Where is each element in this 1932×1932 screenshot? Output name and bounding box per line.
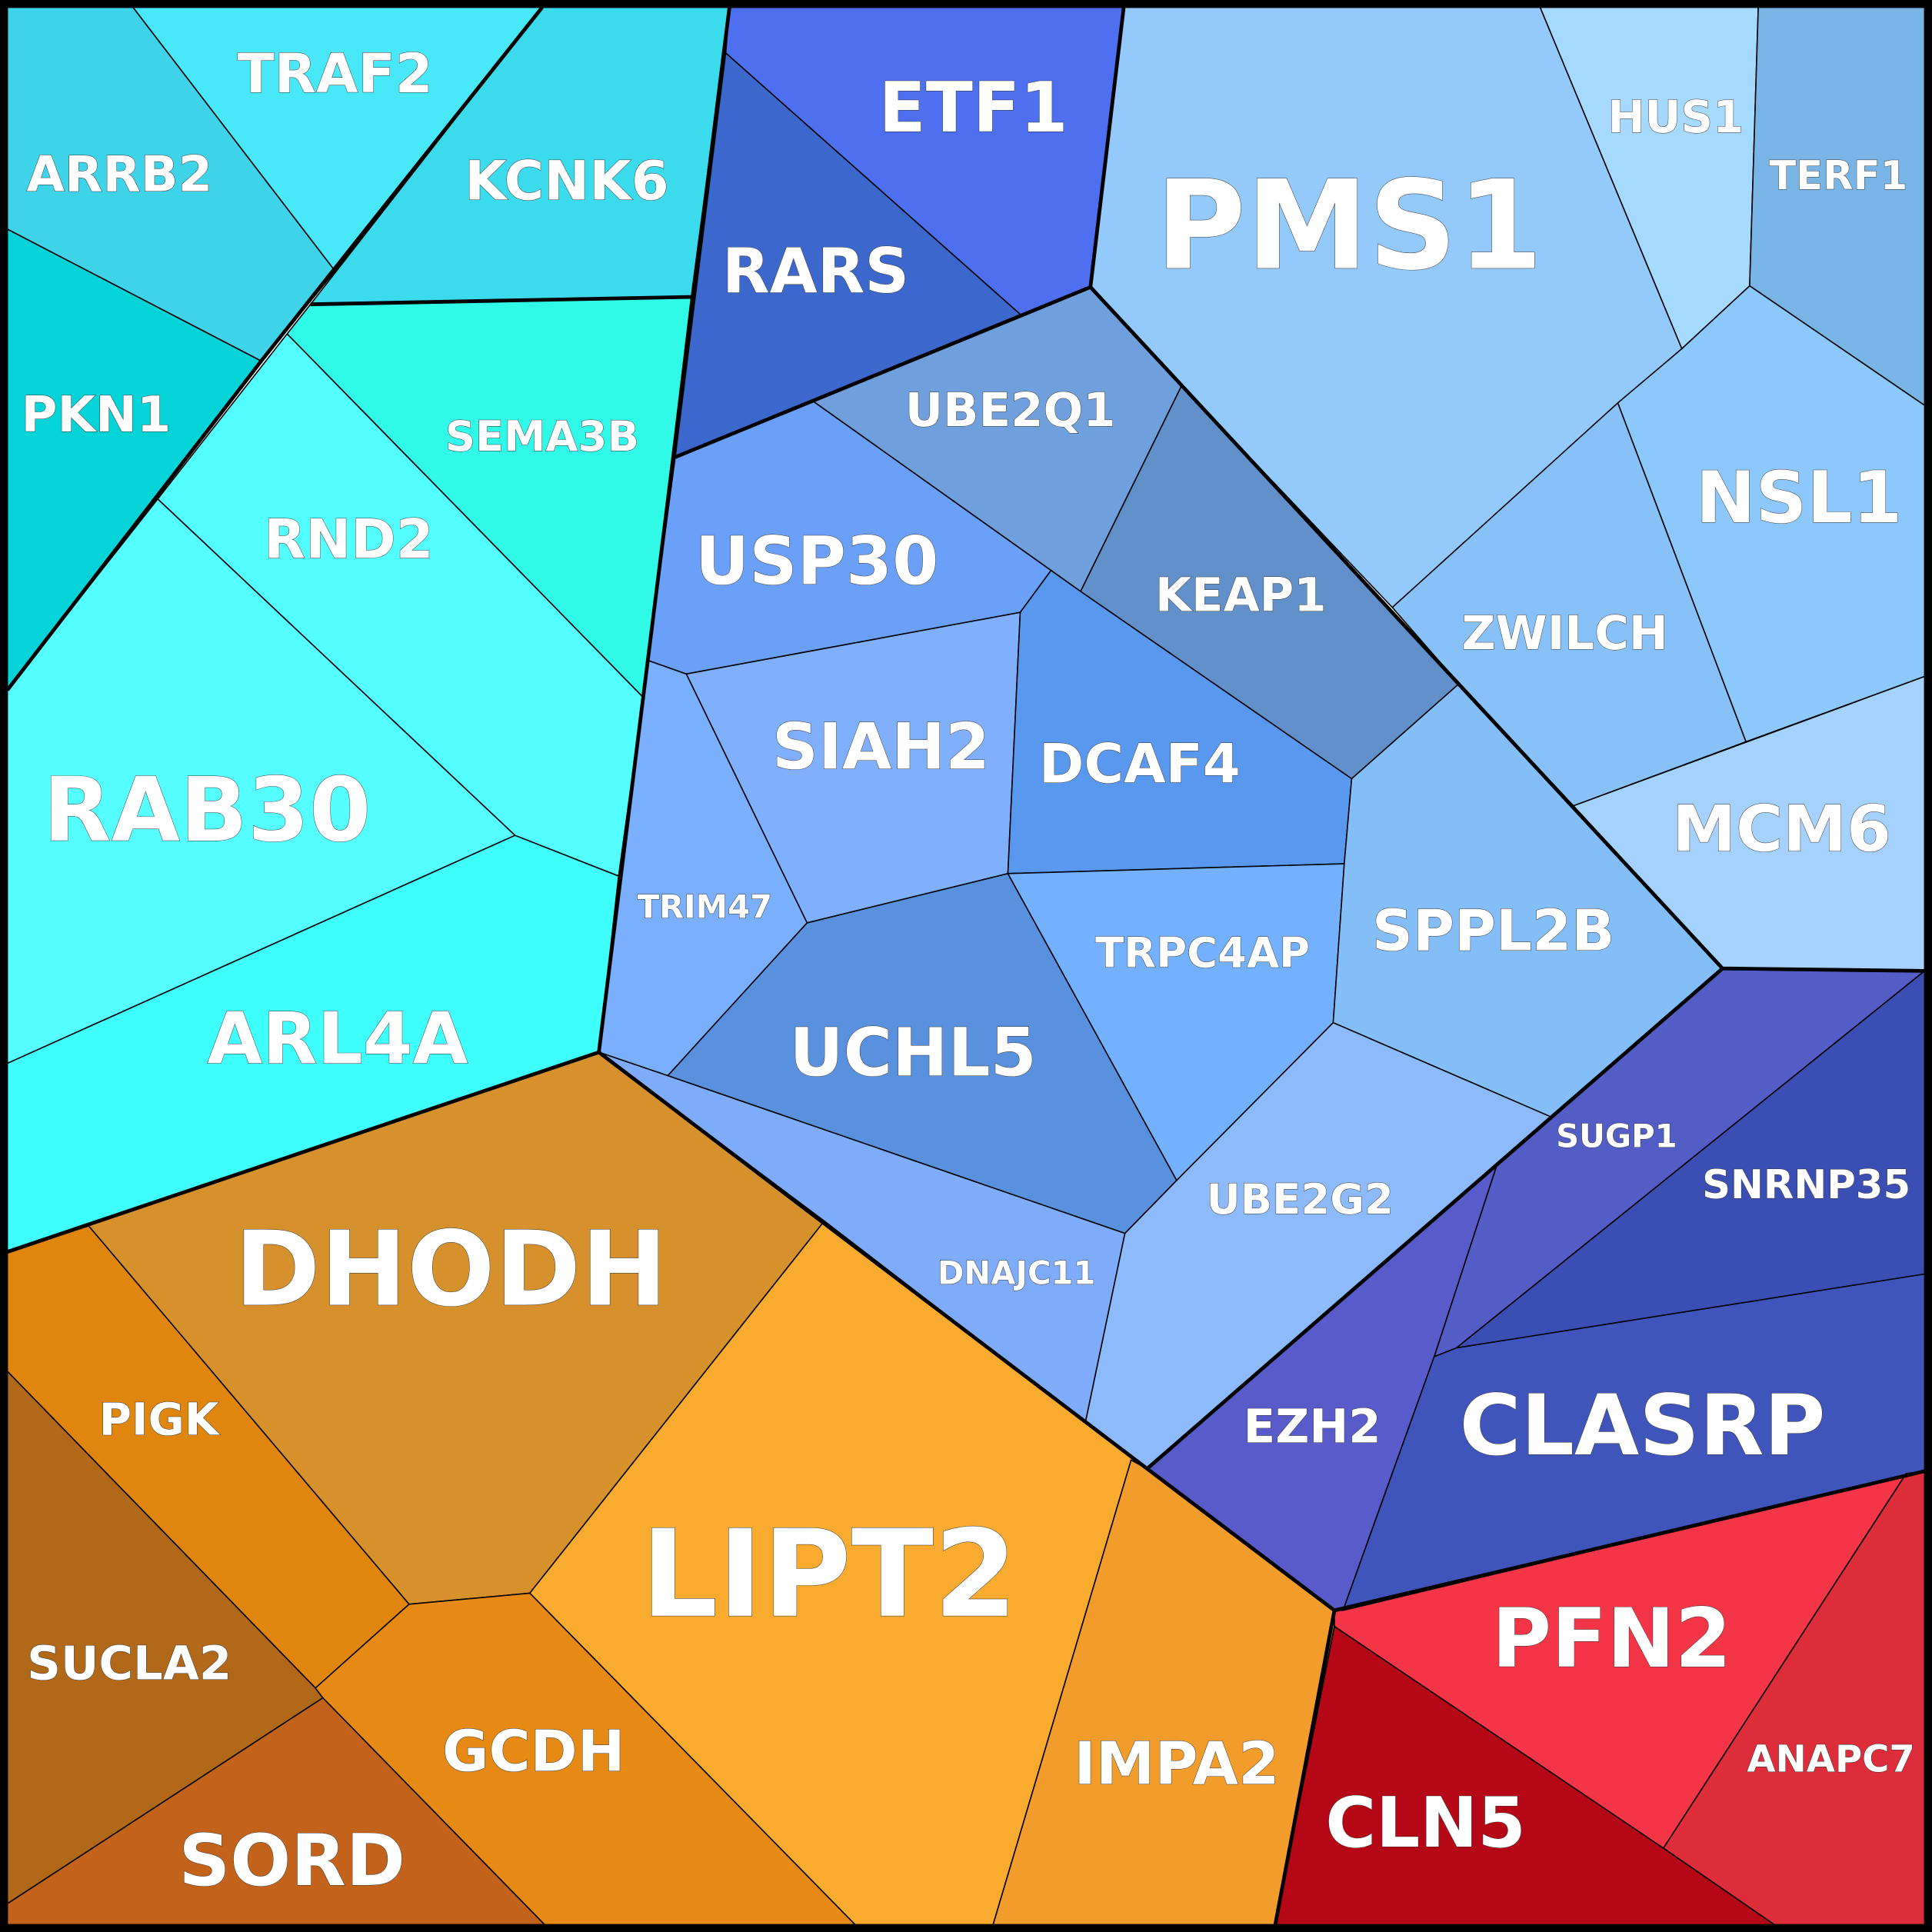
cell-label: KEAP1: [1155, 568, 1327, 622]
group-boundary: [5, 359, 263, 691]
cell-label: TRIM47: [638, 888, 772, 926]
cell-label: RARS: [722, 235, 909, 307]
cell-label: SORD: [178, 1819, 405, 1902]
cell-label: GCDH: [442, 1720, 625, 1785]
cell-label: SNRNP35: [1702, 1162, 1910, 1208]
cell-label: DNAJC11: [938, 1254, 1096, 1291]
group-boundary: [1088, 7, 1126, 288]
cell-label: SUCLA2: [27, 1636, 232, 1690]
cell-label: ZWILCH: [1461, 606, 1667, 661]
cell-label: UCHL5: [789, 1015, 1036, 1092]
group-boundary: [259, 6, 544, 362]
cell-label: CLN5: [1325, 1784, 1525, 1864]
cell-label: LIPT2: [641, 1504, 1018, 1645]
cell-label: DCAF4: [1039, 732, 1241, 795]
cell-label: PIGK: [99, 1394, 221, 1446]
cell-label: KCNK6: [465, 150, 669, 213]
cell-label: PMS1: [1155, 154, 1543, 298]
cell-label: UBE2G2: [1206, 1174, 1393, 1224]
group-boundary: [1334, 1469, 1925, 1613]
group-boundary: [310, 295, 691, 307]
cell-label: NSL1: [1696, 456, 1903, 539]
group-boundary: [1145, 967, 1724, 1471]
group-boundary: [598, 1051, 1337, 1925]
cell-label: MCM6: [1672, 792, 1891, 867]
cell-label: TERF1: [1769, 153, 1907, 199]
cell-label: ARL4A: [207, 998, 468, 1081]
cell-label: CLASRP: [1460, 1377, 1826, 1474]
cell-label: TRPC4AP: [1095, 928, 1310, 977]
cell-label: IMPA2: [1074, 1730, 1279, 1799]
cell-label: RND2: [264, 508, 434, 571]
cell-label: ETF1: [879, 68, 1068, 148]
cell-label: SUGP1: [1556, 1118, 1677, 1155]
cell-label: SEMA3B: [445, 411, 639, 461]
cell-label: SPPL2B: [1372, 899, 1614, 964]
cell-label: ANAPC7: [1747, 1738, 1915, 1781]
cell-label: RAB30: [43, 759, 371, 862]
cell-label: ARRB2: [27, 146, 213, 203]
cell-label: EZH2: [1244, 1400, 1381, 1454]
cell-label: SIAH2: [772, 709, 990, 784]
cell-label: USP30: [695, 524, 938, 601]
cell-label: UBE2Q1: [905, 383, 1116, 438]
cell-label: PFN2: [1492, 1591, 1732, 1686]
cell-label: TRAF2: [238, 42, 433, 105]
cell-label: PKN1: [22, 387, 172, 444]
cell-label: HUS1: [1607, 91, 1744, 143]
cell-label: DHODH: [235, 1209, 668, 1330]
